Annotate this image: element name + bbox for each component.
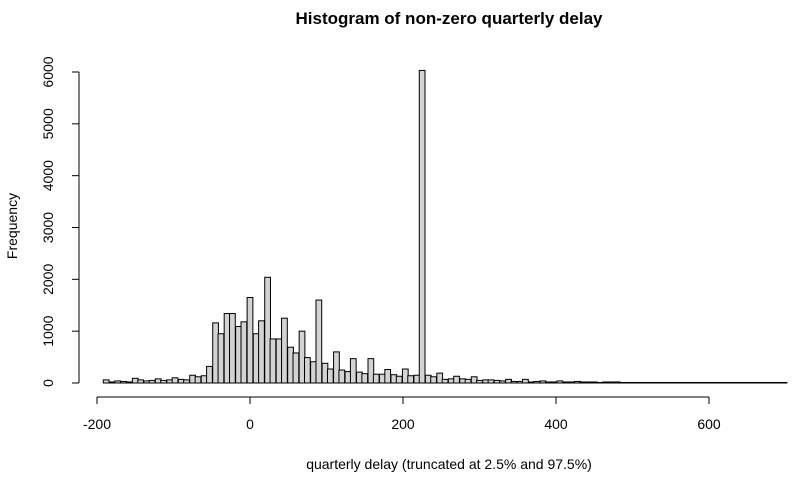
x-tick-label: -200: [83, 416, 111, 432]
histogram-bar: [441, 378, 449, 384]
histogram-bar: [361, 373, 369, 384]
histogram-bar: [648, 381, 656, 384]
histogram-bar: [217, 333, 225, 384]
histogram-bar: [694, 381, 701, 384]
histogram-bar: [499, 380, 506, 384]
histogram-bar: [590, 381, 598, 384]
histogram-bar: [326, 368, 334, 384]
histogram-bar: [671, 381, 678, 384]
histogram-bar: [304, 357, 311, 384]
histogram-bar: [453, 375, 460, 384]
x-tick-label: 600: [697, 416, 721, 432]
histogram-bar: [751, 381, 759, 384]
histogram-bar: [567, 381, 575, 384]
histogram-bar: [464, 378, 472, 384]
histogram-bar: [264, 276, 271, 384]
histogram-bar: [333, 351, 340, 384]
histogram-bar: [780, 381, 788, 384]
histogram-bar: [556, 380, 564, 384]
histogram-bar: [636, 381, 644, 384]
histogram-bar: [625, 381, 633, 384]
histogram-bar: [206, 365, 213, 384]
histogram-bar: [533, 380, 541, 384]
bars-group: [102, 69, 788, 384]
histogram-bar: [298, 330, 306, 384]
histogram-bar: [349, 358, 357, 384]
y-tick-label: 1000: [40, 315, 56, 346]
histogram-bar: [315, 299, 323, 384]
histogram-bar: [160, 379, 167, 384]
x-axis-label: quarterly delay (truncated at 2.5% and 9…: [306, 456, 592, 472]
y-tick-label: 4000: [40, 160, 56, 191]
histogram-bar: [613, 381, 621, 384]
histogram-bar: [102, 379, 110, 384]
histogram-bar: [487, 379, 495, 384]
histogram-bar: [430, 376, 437, 384]
histogram-bar: [183, 379, 190, 384]
histogram-bar: [114, 380, 122, 384]
histogram-bar: [229, 313, 236, 384]
histogram-bar: [384, 369, 392, 384]
histogram-bar: [763, 381, 770, 384]
y-tick-label: 3000: [40, 212, 56, 243]
histogram-bar: [510, 380, 518, 384]
histogram-bar: [728, 381, 736, 384]
histogram-bar: [137, 379, 144, 384]
x-tick-label: 400: [544, 416, 568, 432]
histogram-bar: [292, 352, 300, 384]
y-tick-label: 2000: [40, 264, 56, 295]
histogram-bar: [579, 381, 587, 384]
x-tick-label: 0: [246, 416, 254, 432]
histogram-bar: [476, 379, 483, 384]
histogram-bar: [470, 376, 478, 384]
histogram-bar: [246, 296, 254, 384]
histogram-bar: [544, 381, 552, 384]
histogram-bar: [367, 358, 375, 384]
histogram-bar: [125, 381, 133, 384]
histogram-bar: [148, 379, 156, 384]
histogram-bar: [682, 381, 690, 384]
histogram-bar: [395, 375, 403, 384]
x-axis: -200 0 200 400 600: [83, 396, 721, 432]
histogram-bar: [240, 321, 248, 384]
histogram-bar: [705, 381, 713, 384]
y-tick-label: 0: [40, 379, 56, 387]
histogram-bar: [269, 338, 277, 384]
histogram-bar: [171, 377, 179, 384]
histogram-bar: [602, 381, 610, 384]
x-tick-label: 200: [391, 416, 415, 432]
histogram-bar: [418, 69, 426, 384]
histogram-bar: [740, 381, 747, 384]
y-tick-label: 5000: [40, 108, 56, 139]
histogram-bar: [372, 373, 380, 384]
y-tick-label: 6000: [40, 56, 56, 87]
histogram-bar: [194, 376, 202, 384]
histogram-bar: [338, 369, 346, 384]
histogram-bar: [659, 381, 667, 384]
histogram-bar: [407, 375, 415, 384]
histogram-bar: [774, 381, 782, 384]
y-axis-label: Frequency: [4, 193, 20, 259]
histogram-bar: [258, 320, 265, 384]
y-axis: 0 1000 2000 3000 4000 5000 6000: [40, 56, 80, 387]
histogram-bar: [717, 381, 724, 384]
histogram-bar: [436, 372, 444, 384]
chart-title: Histogram of non-zero quarterly delay: [296, 9, 604, 28]
histogram-bar: [281, 317, 288, 384]
histogram-bar: [522, 378, 529, 384]
